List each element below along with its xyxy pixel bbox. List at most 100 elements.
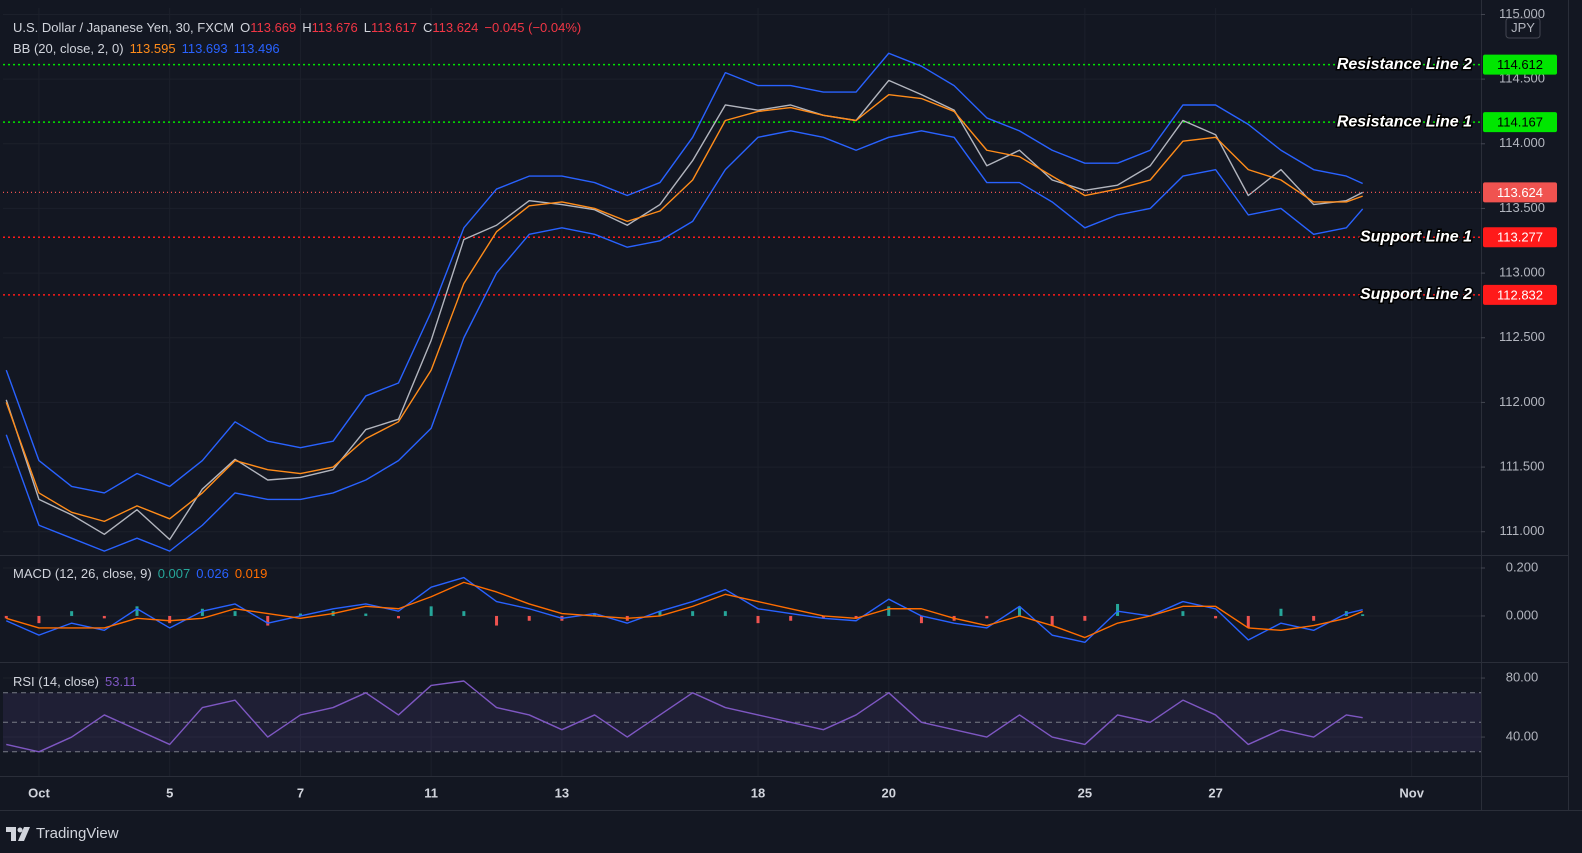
indicator-value: 0.007 — [157, 566, 191, 581]
ohlc-key: H — [302, 20, 312, 35]
histogram-bar — [756, 615, 760, 624]
series-line — [6, 680, 1363, 753]
histogram-bar — [691, 611, 695, 616]
indicator-value: 0.019 — [234, 566, 268, 581]
ohlc-key: O — [240, 20, 251, 35]
price-box-label: 113.624 — [1497, 185, 1543, 200]
x-tick-label: 5 — [166, 785, 173, 800]
y-tick-label: 80.00 — [1506, 669, 1539, 684]
ohlc-value: 113.617 — [370, 20, 417, 35]
chart-background — [0, 0, 1568, 810]
indicator-name: RSI (14, close) — [13, 674, 99, 689]
bb-legend: BB (20, close, 2, 0) 113.595 113.693 113… — [13, 41, 280, 56]
indicator-value: 0.026 — [196, 566, 229, 581]
y-tick-label: 0.200 — [1506, 559, 1539, 574]
histogram-bar — [821, 615, 825, 619]
price-box-label: 113.277 — [1497, 230, 1543, 245]
price-box-label: 112.832 — [1497, 287, 1543, 302]
histogram-bar — [1361, 614, 1365, 616]
brand-logo — [6, 826, 30, 841]
ohlc: H113.676 — [302, 20, 357, 35]
histogram-bar — [789, 615, 793, 621]
price-box — [1483, 227, 1557, 248]
indicator-value: 113.595 — [129, 41, 176, 56]
x-tick-label: 11 — [424, 785, 438, 800]
brand: TradingView — [6, 825, 119, 842]
x-tick-label: 25 — [1078, 785, 1092, 800]
macd-legend: MACD (12, 26, close, 9) 0.007 0.026 0.01… — [13, 566, 267, 581]
y-tick-label: 112.500 — [1499, 329, 1545, 344]
ohlc: C113.624 — [423, 20, 478, 35]
ohlc: L113.617 — [364, 20, 417, 35]
histogram-bar — [919, 615, 923, 624]
level-label: Support Line 2 — [1360, 286, 1472, 303]
histogram-bar — [266, 615, 270, 626]
series-line — [5, 130, 1364, 552]
histogram-bar — [298, 613, 302, 616]
ohlc-value: 113.676 — [311, 20, 358, 35]
histogram-bar — [396, 615, 400, 619]
currency: JPY — [1511, 20, 1535, 35]
y-tick-label: 114.000 — [1499, 135, 1545, 150]
histogram-bar — [723, 611, 727, 616]
histogram-bar — [527, 615, 531, 621]
series-line — [5, 52, 1363, 494]
level-label: Support Line 1 — [1360, 228, 1472, 245]
y-tick-label: 115.000 — [1499, 6, 1545, 21]
price-box — [1483, 112, 1557, 133]
series-line — [5, 93, 1363, 523]
change: −0.045 (−0.04%) — [484, 20, 582, 35]
price-box — [1483, 182, 1557, 203]
ohlc-key: L — [363, 20, 371, 35]
histogram-bar — [887, 606, 891, 616]
symbol: U.S. Dollar / Japanese Yen, 30, FXCM — [13, 20, 235, 35]
histogram-bar — [1050, 615, 1054, 626]
y-tick-label: 0.000 — [1506, 607, 1539, 622]
y-tick-label: 113.000 — [1499, 265, 1545, 280]
histogram-bar — [168, 615, 172, 624]
histogram-bar — [1279, 608, 1283, 616]
y-tick-label: 112.000 — [1499, 394, 1545, 409]
ohlc-value: 113.669 — [250, 20, 297, 35]
indicator-value: 113.496 — [233, 41, 280, 56]
price-box — [1483, 54, 1557, 75]
ohlc-key: C — [422, 20, 433, 35]
x-tick-label: 7 — [297, 785, 304, 800]
histogram-bar — [70, 611, 74, 616]
histogram-bar — [593, 613, 597, 616]
price-box-label: 114.167 — [1497, 115, 1543, 130]
indicator-value: 53.11 — [104, 674, 137, 689]
histogram-bar — [1017, 606, 1021, 616]
symbol-legend: U.S. Dollar / Japanese Yen, 30, FXCM O11… — [13, 20, 581, 35]
histogram-bar — [854, 615, 858, 619]
currency-box — [1505, 17, 1541, 39]
indicator-name: MACD (12, 26, close, 9) — [13, 566, 152, 581]
brand-name: TradingView — [36, 825, 119, 842]
series-line — [6, 581, 1363, 639]
histogram-bar — [1181, 611, 1185, 616]
y-tick-label: 40.00 — [1506, 728, 1539, 743]
histogram-bar — [233, 611, 237, 616]
histogram-bar — [1116, 603, 1120, 616]
histogram-bar — [429, 606, 433, 616]
x-tick-label: Nov — [1399, 785, 1424, 800]
histogram-bar — [658, 611, 662, 616]
x-tick-label: 13 — [555, 785, 569, 800]
x-tick-label: 18 — [751, 785, 765, 800]
indicator-name: BB (20, close, 2, 0) — [13, 41, 124, 56]
y-tick-label: 113.500 — [1499, 200, 1545, 215]
level-label: Resistance Line 1 — [1337, 113, 1472, 130]
histogram-bar — [495, 615, 499, 626]
histogram-bar — [364, 613, 368, 616]
histogram-bar — [462, 611, 466, 616]
ohlc: O113.669 — [240, 20, 296, 35]
histogram-bar — [1312, 615, 1316, 621]
histogram-bar — [37, 615, 41, 624]
histogram-bar — [135, 606, 139, 616]
histogram-bar — [1083, 615, 1087, 621]
price-box — [1483, 284, 1557, 305]
indicator-value: 113.693 — [181, 41, 228, 56]
y-tick-label: 111.000 — [1499, 523, 1544, 538]
